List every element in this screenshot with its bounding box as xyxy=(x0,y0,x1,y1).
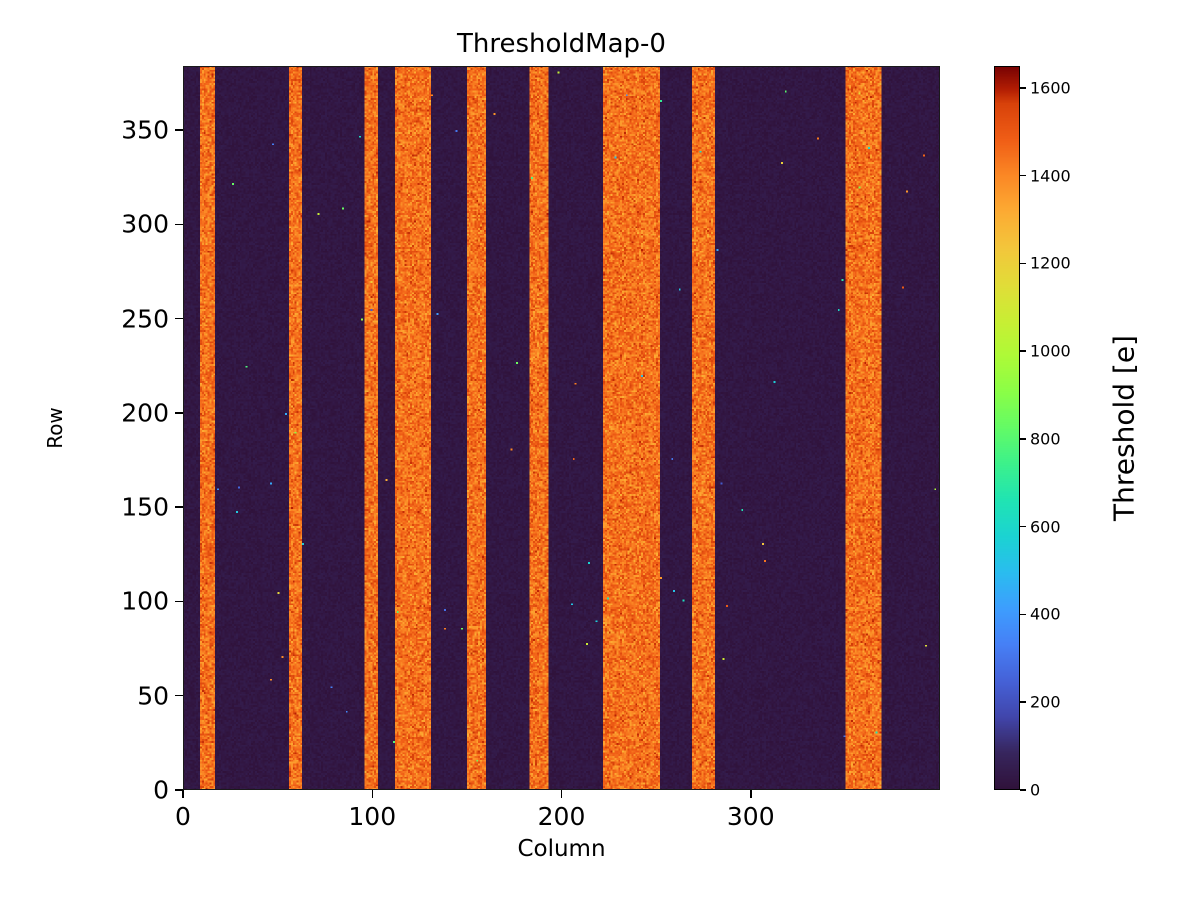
colorbar-tick-mark xyxy=(1020,87,1026,89)
y-tick-mark xyxy=(175,601,183,603)
colorbar-tick-label: 400 xyxy=(1030,605,1061,624)
x-tick-mark xyxy=(561,790,563,798)
y-tick-label: 250 xyxy=(121,304,169,333)
colorbar-tick-label: 1000 xyxy=(1030,342,1071,361)
y-tick-label: 0 xyxy=(153,776,169,805)
x-tick-label: 300 xyxy=(727,802,775,831)
colorbar-tick-label: 1200 xyxy=(1030,254,1071,273)
colorbar-tick-label: 1600 xyxy=(1030,78,1071,97)
y-tick-mark xyxy=(175,695,183,697)
colorbar-tick-mark xyxy=(1020,438,1026,440)
y-tick-label: 150 xyxy=(121,493,169,522)
colorbar-tick-label: 600 xyxy=(1030,517,1061,536)
colorbar-tick-mark xyxy=(1020,350,1026,352)
x-tick-label: 0 xyxy=(175,802,191,831)
colorbar-label: Threshold [e] xyxy=(1108,335,1141,521)
y-tick-mark xyxy=(175,318,183,320)
x-tick-label: 200 xyxy=(538,802,586,831)
x-tick-mark xyxy=(182,790,184,798)
y-tick-mark xyxy=(175,129,183,131)
x-tick-label: 100 xyxy=(348,802,396,831)
colorbar-tick-mark xyxy=(1020,526,1026,528)
y-tick-mark xyxy=(175,412,183,414)
y-tick-label: 300 xyxy=(121,210,169,239)
colorbar-tick-mark xyxy=(1020,614,1026,616)
colorbar-tick-label: 1400 xyxy=(1030,166,1071,185)
y-tick-label: 50 xyxy=(137,681,169,710)
y-axis-label: Row xyxy=(43,407,67,449)
colorbar-tick-mark xyxy=(1020,701,1026,703)
colorbar-tick-label: 200 xyxy=(1030,693,1061,712)
x-tick-mark xyxy=(750,790,752,798)
x-axis-label: Column xyxy=(183,836,940,862)
y-tick-label: 200 xyxy=(121,398,169,427)
y-tick-mark xyxy=(175,224,183,226)
colorbar-tick-mark xyxy=(1020,789,1026,791)
chart-title: ThresholdMap-0 xyxy=(183,30,940,59)
colorbar xyxy=(994,66,1020,790)
y-tick-label: 100 xyxy=(121,587,169,616)
heatmap-canvas xyxy=(183,66,940,790)
colorbar-tick-label: 0 xyxy=(1030,781,1040,800)
figure: ThresholdMap-0 Column Row Threshold [e] … xyxy=(0,0,1200,900)
colorbar-tick-label: 800 xyxy=(1030,429,1061,448)
x-tick-mark xyxy=(372,790,374,798)
y-tick-label: 350 xyxy=(121,116,169,145)
y-tick-mark xyxy=(175,789,183,791)
y-tick-mark xyxy=(175,506,183,508)
colorbar-tick-mark xyxy=(1020,175,1026,177)
colorbar-tick-mark xyxy=(1020,263,1026,265)
